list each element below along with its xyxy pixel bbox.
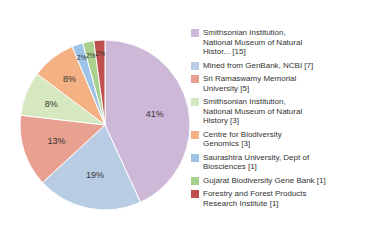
svg-text:41%: 41% — [146, 109, 164, 119]
html-text:Mined from GenBank, NCBI [7]: Mined from GenBank, NCBI [7] — [203, 60, 314, 70]
html-text:Saurashtra University, Dept of: Saurashtra University, Dept of — [203, 152, 310, 162]
html-text:Genomics [3]: Genomics [3] — [203, 139, 251, 148]
html-text:Research Institute [1]: Research Institute [1] — [203, 198, 279, 208]
svg-text:2%: 2% — [77, 54, 87, 61]
html-text:Sri Ramaswamy Memorial: Sri Ramaswamy Memorial — [203, 74, 297, 83]
html-text:Smithsonian Institution,: Smithsonian Institution, — [203, 28, 286, 37]
html-text:History [3]: History [3] — [203, 116, 239, 125]
html-text:Histor... [15]: Histor... [15] — [203, 47, 246, 56]
html-text:Smithsonian Institution,: Smithsonian Institution, — [203, 97, 286, 106]
html-text:Biosciences [1]: Biosciences [1] — [203, 162, 257, 171]
html-text:Gujarat Biodiversity Gene Bank: Gujarat Biodiversity Gene Bank [1] — [203, 175, 326, 185]
svg-text:2%: 2% — [96, 50, 106, 57]
html-text:University [5]: University [5] — [203, 83, 250, 93]
svg-text:8%: 8% — [45, 99, 58, 109]
svg-text:19%: 19% — [86, 170, 104, 180]
html-text:Centre for Biodiversity: Centre for Biodiversity — [203, 129, 282, 139]
svg-text:2%: 2% — [86, 52, 96, 59]
html-text:National Museum of Natural: National Museum of Natural — [203, 37, 303, 47]
html-text:Forestry and Forest Products: Forestry and Forest Products — [203, 189, 307, 198]
svg-text:13%: 13% — [47, 136, 65, 146]
html-text:National Museum of Natural: National Museum of Natural — [203, 106, 303, 116]
svg-text:8%: 8% — [63, 74, 76, 84]
